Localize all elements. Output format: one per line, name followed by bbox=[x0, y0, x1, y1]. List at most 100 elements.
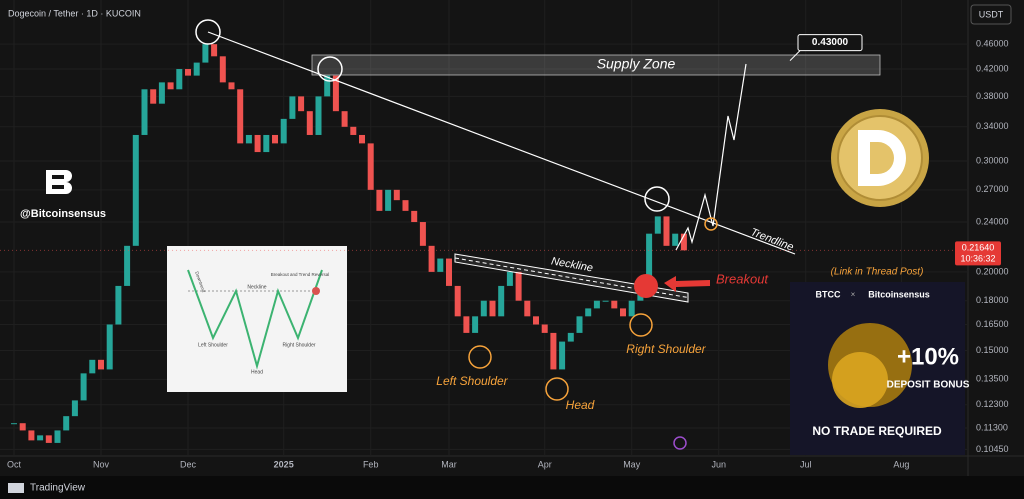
inset-label: Neckline bbox=[247, 284, 266, 290]
y-tick-label: 0.10450 bbox=[976, 444, 1009, 454]
y-tick-label: 0.34000 bbox=[976, 121, 1009, 131]
footer-bar bbox=[0, 476, 1024, 499]
x-tick-label: Jun bbox=[711, 459, 726, 469]
candle bbox=[315, 96, 322, 135]
candle bbox=[385, 189, 392, 211]
y-tick-label: 0.24000 bbox=[976, 216, 1009, 226]
y-tick-label: 0.42000 bbox=[976, 63, 1009, 73]
ad-separator: × bbox=[851, 290, 856, 299]
inset-breakout-dot bbox=[312, 287, 320, 295]
inset-label: Head bbox=[251, 369, 263, 375]
ad-brand: Bitcoinsensus bbox=[868, 289, 930, 299]
touch-circle bbox=[195, 19, 221, 45]
ad-bonus-text: DEPOSIT BONUS bbox=[887, 380, 970, 391]
currency-box[interactable] bbox=[970, 4, 1012, 25]
x-tick-label: Apr bbox=[538, 459, 552, 469]
x-tick-label: 2025 bbox=[274, 459, 294, 469]
ad-brand: BTCC bbox=[816, 289, 841, 299]
candle bbox=[672, 233, 679, 246]
trendline bbox=[207, 31, 796, 255]
left-shoulder-label: Left Shoulder bbox=[436, 374, 508, 388]
y-tick-label: 0.18000 bbox=[976, 295, 1009, 305]
candle bbox=[202, 44, 209, 63]
candle bbox=[211, 44, 218, 57]
candle bbox=[193, 62, 200, 76]
candle bbox=[550, 332, 557, 370]
candle bbox=[402, 200, 409, 211]
chart-title: Dogecoin / Tether · 1D · KUCOIN bbox=[8, 8, 141, 18]
y-tick-label: 0.11300 bbox=[976, 422, 1008, 432]
candle bbox=[289, 96, 296, 119]
candle bbox=[463, 316, 470, 333]
candle bbox=[593, 300, 600, 309]
ad-footer: NO TRADE REQUIRED bbox=[812, 424, 942, 438]
x-tick-label: Nov bbox=[93, 459, 110, 469]
candle bbox=[115, 285, 122, 325]
candle bbox=[324, 75, 331, 97]
retest-circle bbox=[704, 217, 718, 231]
candle bbox=[37, 435, 44, 441]
candle bbox=[254, 134, 261, 153]
candle bbox=[185, 69, 191, 76]
candle bbox=[559, 341, 566, 370]
candle bbox=[585, 308, 592, 317]
target-label: 0.43000 bbox=[812, 37, 849, 48]
candle bbox=[298, 96, 305, 112]
candle bbox=[228, 82, 235, 90]
x-tick-label: Feb bbox=[363, 459, 379, 469]
candle bbox=[454, 285, 461, 317]
y-tick-label: 0.16500 bbox=[976, 319, 1009, 329]
candle bbox=[11, 423, 17, 425]
left-shoulder-marker bbox=[468, 345, 492, 369]
head-label: Head bbox=[566, 398, 595, 412]
candle bbox=[437, 258, 444, 272]
candle bbox=[498, 285, 505, 317]
y-tick-label: 0.20000 bbox=[976, 266, 1009, 276]
ad-coins bbox=[832, 352, 888, 408]
candle bbox=[419, 222, 426, 246]
x-tick-label: Jul bbox=[800, 459, 812, 469]
candle bbox=[167, 82, 174, 90]
last-price-label: 0.21640 bbox=[962, 243, 995, 253]
candle bbox=[141, 89, 148, 135]
candle bbox=[28, 430, 35, 441]
candle bbox=[63, 416, 70, 431]
candle bbox=[124, 245, 131, 286]
candle bbox=[332, 75, 339, 112]
candle bbox=[620, 308, 626, 317]
doge-coin-face bbox=[837, 115, 923, 201]
target-box bbox=[797, 34, 863, 52]
candle bbox=[515, 271, 522, 301]
inset-pattern bbox=[187, 269, 323, 370]
doge-glyph bbox=[858, 130, 906, 186]
y-tick-label: 0.46000 bbox=[976, 39, 1009, 49]
logo bbox=[46, 170, 72, 194]
candle bbox=[71, 400, 78, 417]
candle bbox=[359, 134, 365, 144]
candle bbox=[350, 126, 357, 135]
link-note: (Link in Thread Post) bbox=[831, 267, 924, 278]
candle bbox=[280, 118, 287, 144]
target-callout: 0.43000 bbox=[789, 34, 863, 61]
candle bbox=[654, 216, 661, 234]
right-shoulder-marker bbox=[629, 313, 653, 337]
head-marker bbox=[545, 377, 569, 401]
projection-path bbox=[675, 63, 747, 251]
event-icon[interactable] bbox=[673, 436, 687, 450]
candle bbox=[219, 56, 226, 83]
candle bbox=[576, 316, 583, 333]
candle bbox=[567, 332, 574, 342]
right-shoulder-label: Right Shoulder bbox=[626, 342, 706, 356]
x-tick-label: Aug bbox=[893, 459, 909, 469]
candle bbox=[602, 300, 609, 302]
y-tick-label: 0.38000 bbox=[976, 91, 1009, 101]
y-tick-label: 0.27000 bbox=[976, 184, 1009, 194]
candle bbox=[80, 373, 87, 401]
currency[interactable]: USDT bbox=[979, 9, 1004, 19]
candle bbox=[158, 82, 165, 104]
candle bbox=[341, 111, 348, 127]
supply-zone-label: Supply Zone bbox=[597, 56, 676, 72]
candle bbox=[541, 324, 548, 333]
target-leader bbox=[789, 50, 801, 61]
